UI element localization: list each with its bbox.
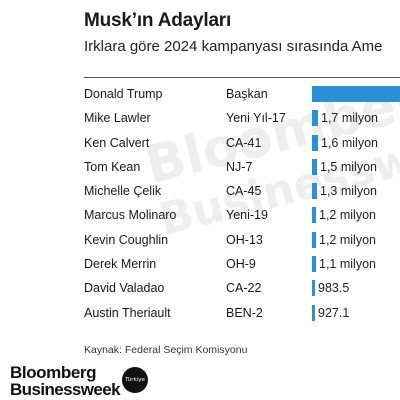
candidate-district: Yeni Yıl-17 [226,111,286,126]
bar-track: 927.1 [312,304,400,321]
candidate-name: Ken Calvert [84,135,150,150]
candidate-name: Donald Trump [84,87,163,101]
table-row: Mike Lawler Yeni Yıl-17 1,7 milyon [0,108,400,132]
chart-rows: Donald Trump Başkan Mike Lawler Yeni Yıl-17… [0,84,400,327]
bar-track: 1,1 milyon [312,256,400,273]
bar [312,110,318,127]
candidate-district: CA-41 [226,135,262,150]
table-row: Austin Theriault BEN-2 927.1 [0,303,400,327]
bar [312,280,315,297]
bar [312,207,316,224]
bar-track: 1,7 milyon [312,110,400,127]
table-row: Donald Trump Başkan [0,84,400,108]
bar [312,183,317,200]
bar [312,231,316,248]
bar-value-label: 1,3 milyon [320,184,377,199]
candidate-district: BEN-2 [226,305,263,320]
bar-track: 1,6 milyon [312,134,400,151]
bar [312,134,318,151]
candidate-name: Mike Lawler [84,111,151,126]
table-row: Tom Kean NJ-7 1,5 milyon [0,157,400,181]
candidate-district: OH-13 [226,232,263,247]
header-divider [84,77,400,78]
chart-subtitle: Irklara göre 2024 kampanyası sırasında A… [84,38,383,55]
table-row: Derek Merrin OH-9 1,1 milyon [0,254,400,278]
candidate-district: Yeni-19 [226,208,268,223]
candidate-name: Tom Kean [84,159,141,174]
bar-track: 1,5 milyon [312,158,400,175]
candidate-district: NJ-7 [226,159,253,174]
table-row: Ken Calvert CA-41 1,6 milyon [0,133,400,157]
bar-value-label: 1,5 milyon [320,159,377,174]
candidate-name: Derek Merrin [84,257,157,272]
table-row: Marcus Molinaro Yeni-19 1,2 milyon [0,205,400,229]
candidate-name: Austin Theriault [84,305,171,320]
bar [312,304,315,321]
bloomberg-businessweek-logo: Bloomberg Businessweek [10,363,121,399]
candidate-name: Marcus Molinaro [84,208,177,223]
bar-value-label: 983.5 [318,281,350,296]
bar-value-label: 1,2 milyon [319,232,376,247]
source-note: Kaynak: Federal Seçim Komisyonu [84,344,248,356]
candidate-district: Başkan [226,87,268,101]
bar [312,158,317,175]
bar-track: 1,2 milyon [312,207,400,224]
candidate-district: CA-45 [226,184,262,199]
chart-title: Musk’ın Adayları [84,10,232,31]
candidate-name: Kevin Coughlin [84,232,169,247]
logo-line-2: Businessweek [10,380,121,399]
candidate-name: David Valadao [84,281,165,296]
bar-track [312,86,400,102]
bar-value-label: 1,6 milyon [321,135,378,150]
bar-value-label: 1,7 milyon [321,111,378,126]
bar-value-label: 1,1 milyon [319,257,376,272]
bar-track: 983.5 [312,280,400,297]
table-row: Kevin Coughlin OH-13 1,2 milyon [0,230,400,254]
candidate-district: CA-22 [226,281,262,296]
bar-track: 1,3 milyon [312,183,400,200]
bar [312,86,400,102]
candidate-name: Michelle Çelik [84,184,162,199]
bar-value-label: 927.1 [318,305,350,320]
candidate-district: OH-9 [226,257,256,272]
table-row: Michelle Çelik CA-45 1,3 milyon [0,181,400,205]
turkiye-badge: Türkiye [122,367,148,393]
table-row: David Valadao CA-22 983.5 [0,278,400,302]
bar [312,256,316,273]
bar-value-label: 1,2 milyon [319,208,376,223]
bar-track: 1,2 milyon [312,231,400,248]
logo-line-1: Bloomberg [10,363,97,382]
